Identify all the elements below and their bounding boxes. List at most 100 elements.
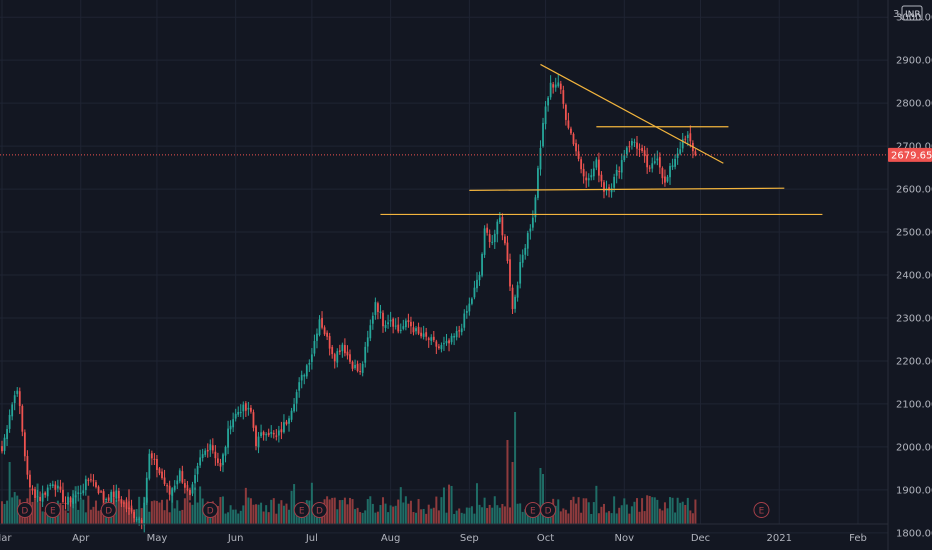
- candle-body: [150, 453, 153, 459]
- candle-body: [59, 486, 62, 490]
- candle-body: [437, 346, 440, 349]
- candle-body: [336, 351, 339, 363]
- candle-body: [460, 328, 463, 333]
- volume-bar: [168, 512, 171, 524]
- event-marker[interactable]: E: [753, 502, 770, 518]
- volume-bar: [686, 497, 689, 524]
- candle-body: [176, 480, 179, 485]
- candle-body: [318, 319, 321, 335]
- volume-bar: [239, 510, 242, 524]
- event-marker[interactable]: D: [16, 502, 33, 518]
- candle-body: [44, 492, 47, 495]
- volume-bar: [338, 500, 341, 524]
- time-axis-labels[interactable]: Mar Apr May Jun Jul Aug Sep Oct Nov Dec 2021 Feb: [0, 533, 867, 544]
- currency-indicator[interactable]: 3 INR: [893, 5, 923, 21]
- volume-bar: [420, 509, 423, 524]
- candle-body: [379, 311, 382, 313]
- candle-body: [128, 507, 130, 509]
- volume-bar: [97, 510, 100, 524]
- candle-body: [453, 336, 456, 338]
- event-marker[interactable]: E: [524, 502, 541, 518]
- candle-body: [3, 437, 6, 451]
- candle-body: [272, 432, 275, 435]
- candle-body: [646, 154, 649, 168]
- trendline-0[interactable]: [540, 63, 724, 164]
- candle-body: [354, 364, 356, 369]
- trendline-2[interactable]: [469, 187, 785, 191]
- candle-body: [537, 168, 539, 198]
- candle-body: [323, 327, 326, 335]
- event-marker[interactable]: D: [540, 502, 557, 518]
- candle-body: [392, 318, 395, 327]
- event-marker[interactable]: D: [202, 502, 219, 518]
- volume-bar: [44, 511, 47, 524]
- volume-bar: [135, 509, 138, 524]
- candle-body: [31, 488, 34, 491]
- time-tick-label: Jul: [305, 533, 318, 544]
- volume-bar: [651, 497, 654, 524]
- candle-body: [331, 347, 334, 355]
- candle-body: [628, 146, 631, 148]
- candle-body: [209, 444, 212, 451]
- price-tick-label: 2700.00: [896, 142, 932, 153]
- volume-bar: [176, 500, 179, 524]
- event-marker[interactable]: D: [311, 502, 328, 518]
- volume-bar: [496, 505, 499, 524]
- trendlines[interactable]: [380, 63, 823, 216]
- candle-body: [356, 363, 359, 372]
- candle-body: [217, 458, 219, 463]
- candle-body: [542, 122, 544, 147]
- candle-body: [679, 149, 682, 154]
- candle-body: [277, 430, 280, 436]
- candle-body: [549, 82, 552, 98]
- volume-bar: [13, 492, 16, 524]
- volume-bar: [519, 503, 522, 524]
- candle-body: [483, 228, 486, 255]
- candle-body: [267, 432, 270, 436]
- volume-bar: [354, 509, 357, 524]
- volume-bar: [237, 513, 240, 524]
- candle-body: [313, 340, 316, 354]
- candle-body: [46, 487, 49, 497]
- price-axis-panel[interactable]: [888, 0, 932, 550]
- volume-bar: [435, 496, 438, 524]
- event-marker[interactable]: E: [293, 502, 310, 518]
- volume-bar: [539, 468, 542, 524]
- candle-body: [105, 498, 108, 500]
- volume-bar: [1, 501, 3, 524]
- volume-bar: [402, 502, 405, 524]
- candle-body: [130, 507, 133, 512]
- candle-body: [100, 491, 102, 493]
- candle-body: [633, 141, 636, 143]
- candle-body: [443, 343, 445, 345]
- candle-body: [570, 128, 572, 134]
- volume-bar: [161, 499, 164, 524]
- volume-bar: [369, 496, 372, 524]
- volume-bar: [432, 507, 435, 524]
- candle-body: [366, 337, 369, 347]
- volume-bar: [366, 499, 369, 524]
- volume-bar: [529, 511, 532, 524]
- currency-label: INR: [905, 10, 921, 20]
- volume-bar: [79, 498, 82, 524]
- event-marker[interactable]: D: [100, 502, 117, 518]
- volume-bar: [84, 512, 87, 524]
- volume-bar: [371, 503, 374, 524]
- volume-bar: [610, 513, 613, 524]
- volume-bar: [379, 505, 382, 524]
- volume-bar: [674, 512, 677, 524]
- volume-bar: [478, 504, 481, 524]
- volume-bar: [534, 512, 537, 524]
- candle-body: [298, 382, 301, 391]
- volume-bar: [656, 499, 659, 524]
- volume-bar: [150, 501, 153, 524]
- volume-bar: [313, 511, 316, 524]
- candle-body: [473, 287, 476, 298]
- candle-body: [56, 485, 59, 489]
- time-tick-label: Sep: [460, 533, 479, 544]
- candle-body: [481, 254, 483, 276]
- event-marker[interactable]: E: [44, 502, 61, 518]
- volume-bar: [39, 502, 42, 524]
